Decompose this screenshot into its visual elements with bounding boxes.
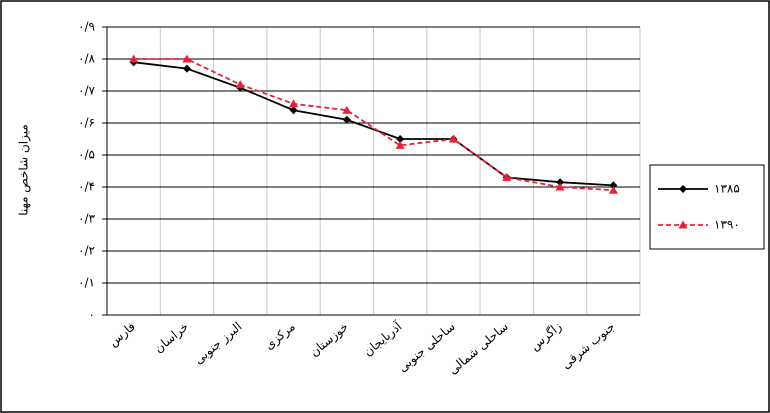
y-tick-label: ۰/۶ <box>78 116 95 130</box>
y-axis-label: میزان شاخص مهنا <box>17 124 32 216</box>
y-tick-label: ۰/۲ <box>78 244 95 258</box>
diamond-marker <box>609 181 618 190</box>
y-tick-label: ۰/۴ <box>78 180 95 194</box>
triangle-marker <box>448 134 458 143</box>
triangle-marker <box>235 80 245 89</box>
y-tick-label: ۰ <box>89 308 95 322</box>
triangle-marker <box>289 99 299 108</box>
legend-label: ۱۳۸۵ <box>714 182 740 196</box>
y-tick-label: ۰/۱ <box>78 276 95 290</box>
triangle-marker <box>129 54 139 63</box>
diamond-marker <box>396 135 405 143</box>
diamond-marker <box>342 115 351 124</box>
y-tick-label: ۰/۷ <box>78 84 95 98</box>
y-tick-label: ۰/۹ <box>78 20 95 34</box>
y-tick-label: ۰/۸ <box>78 52 95 66</box>
triangle-marker <box>395 140 405 149</box>
diamond-marker <box>679 185 687 193</box>
diamond-marker <box>289 106 298 115</box>
diamond-marker <box>556 178 565 187</box>
triangle-marker <box>678 220 688 229</box>
triangle-marker <box>182 54 192 63</box>
legend-label: ۱۳۹۰ <box>714 218 740 232</box>
series-line <box>133 61 614 187</box>
triangle-marker <box>502 172 512 181</box>
triangle-marker <box>555 182 565 191</box>
triangle-marker <box>342 105 352 114</box>
triangle-marker <box>608 185 618 194</box>
series-line <box>133 58 614 192</box>
y-tick-label: ۰/۳ <box>78 212 95 226</box>
legend-box <box>649 164 765 250</box>
diamond-marker <box>182 64 191 73</box>
y-tick-label: ۰/۵ <box>78 148 95 162</box>
